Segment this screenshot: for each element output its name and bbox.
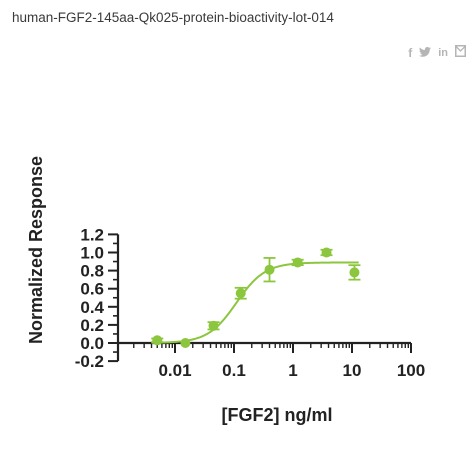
data-point (208, 320, 219, 331)
data-point (349, 267, 360, 278)
page-title: human-FGF2-145aa-Qk025-protein-bioactivi… (12, 10, 334, 25)
facebook-icon[interactable]: f (408, 46, 413, 60)
data-point (152, 335, 163, 346)
x-tick-label: 0.01 (158, 361, 191, 380)
twitter-icon[interactable] (419, 44, 432, 62)
y-tick-label: 1.0 (80, 244, 104, 263)
x-tick-label: 1 (288, 361, 297, 380)
y-tick-label: 0.8 (80, 262, 104, 281)
y-tick-label: 0.0 (80, 334, 104, 353)
data-point (321, 247, 332, 258)
y-tick-label: 1.2 (80, 225, 104, 244)
linkedin-icon[interactable]: in (438, 47, 448, 59)
share-bar: f in (408, 44, 466, 62)
y-axis-title: Normalized Response (26, 156, 46, 344)
data-point (235, 288, 246, 299)
y-tick-label: 0.4 (80, 298, 104, 317)
x-axis-title: [FGF2] ng/ml (222, 405, 333, 425)
email-icon[interactable] (455, 44, 466, 62)
data-point (180, 338, 191, 348)
x-tick-label: 10 (343, 361, 362, 380)
y-tick-label: -0.2 (75, 352, 104, 371)
data-point (292, 257, 303, 268)
x-tick-label: 0.1 (222, 361, 246, 380)
y-tick-label: 0.2 (80, 316, 104, 335)
x-tick-label: 100 (397, 361, 425, 380)
y-tick-label: 0.6 (80, 280, 104, 299)
data-point (264, 264, 275, 275)
fit-curve (151, 261, 359, 344)
